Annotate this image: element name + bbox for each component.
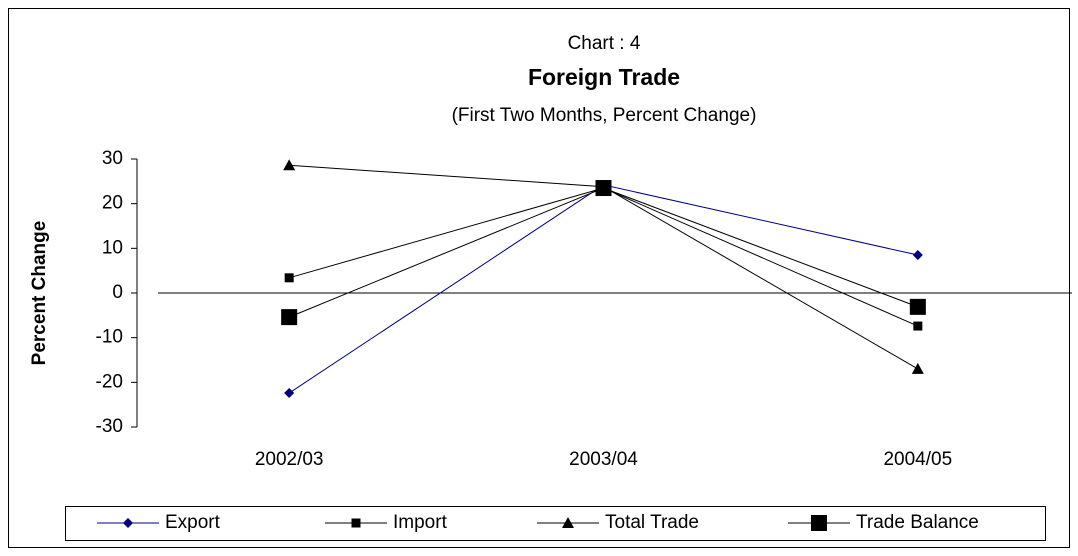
chart-border [8,8,1070,548]
y-tick-label: 20 [102,193,123,214]
marker [912,250,923,261]
y-tick-label: -20 [96,371,123,392]
chart-header: Chart : 4 [568,33,641,54]
x-tick-label: 2003/04 [569,449,638,470]
marker [909,298,926,315]
legend-label: Total Trade [605,512,699,533]
marker [281,309,298,326]
y-tick-label: 0 [112,282,123,303]
y-tick-label: 30 [102,148,123,169]
marker [595,180,612,197]
marker [284,388,295,399]
legend-marker [811,515,827,531]
legend-label: Trade Balance [856,512,979,533]
legend-marker [123,518,133,528]
y-tick-label: 10 [102,237,123,258]
chart-title: Foreign Trade [528,64,680,90]
legend-marker [351,518,361,528]
marker [284,273,294,283]
marker [283,159,296,171]
x-tick-label: 2002/03 [255,449,324,470]
chart-subtitle: (First Two Months, Percent Change) [452,105,757,126]
y-axis-label: Percent Change [29,221,50,366]
legend-label: Import [393,512,448,533]
marker [911,362,924,374]
marker [913,321,923,331]
x-tick-label: 2004/05 [883,449,952,470]
y-tick-label: -10 [96,327,123,348]
y-tick-label: -30 [96,416,123,437]
legend-label: Export [165,512,221,533]
legend-marker [562,517,574,528]
